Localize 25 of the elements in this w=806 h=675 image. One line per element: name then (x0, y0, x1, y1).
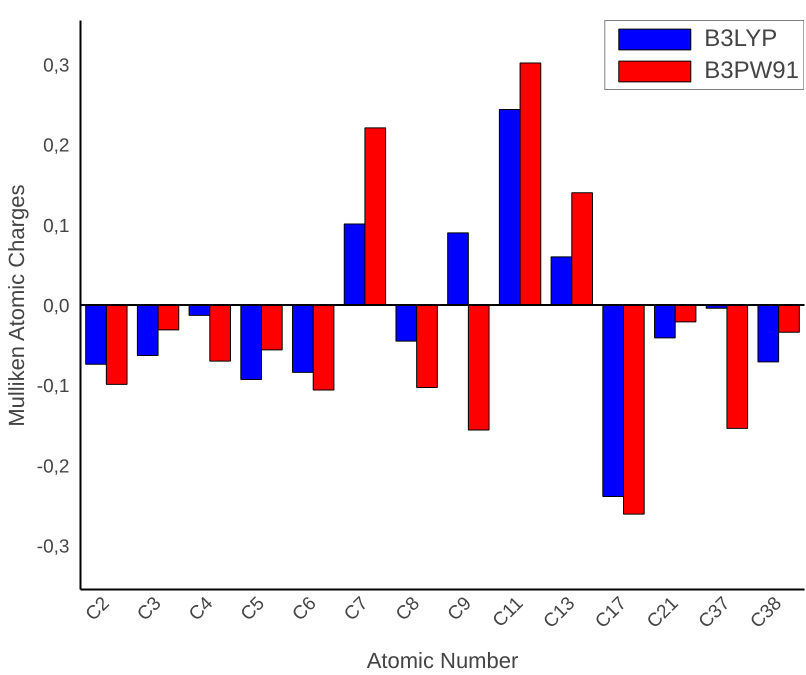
x-tick-label: C4 (185, 592, 218, 626)
y-axis-title: Mulliken Atomic Charges (4, 184, 29, 427)
y-tick-label: 0,3 (43, 56, 70, 77)
y-tick-label: -0,2 (36, 456, 70, 478)
x-tick-label: C21 (643, 593, 683, 633)
y-tick-label: 0,0 (43, 296, 70, 317)
y-tick-label: -0,3 (36, 536, 70, 558)
y-tick-label: 0,1 (43, 216, 70, 237)
x-axis-title: Atomic Number (366, 648, 518, 673)
x-tick-label: C8 (392, 593, 424, 626)
y-tick-label: 0,2 (43, 136, 70, 157)
x-tick-label: C5 (236, 593, 269, 626)
y-tick-label: -0,1 (36, 376, 70, 398)
legend-label: B3LYP (704, 25, 778, 53)
x-tick-label: C13 (540, 593, 580, 633)
x-tick-label: C2 (82, 593, 114, 626)
x-tick-label: C17 (591, 593, 631, 633)
legend-label: B3PW91 (704, 57, 799, 85)
x-tick-label: C38 (746, 593, 786, 633)
x-tick-label: C7 (340, 593, 372, 626)
x-tick-label: C6 (288, 593, 321, 626)
x-tick-label: C37 (694, 593, 734, 633)
x-tick-label: C11 (489, 593, 528, 632)
x-tick-label: C3 (133, 593, 166, 626)
x-tick-label: C9 (444, 593, 476, 626)
